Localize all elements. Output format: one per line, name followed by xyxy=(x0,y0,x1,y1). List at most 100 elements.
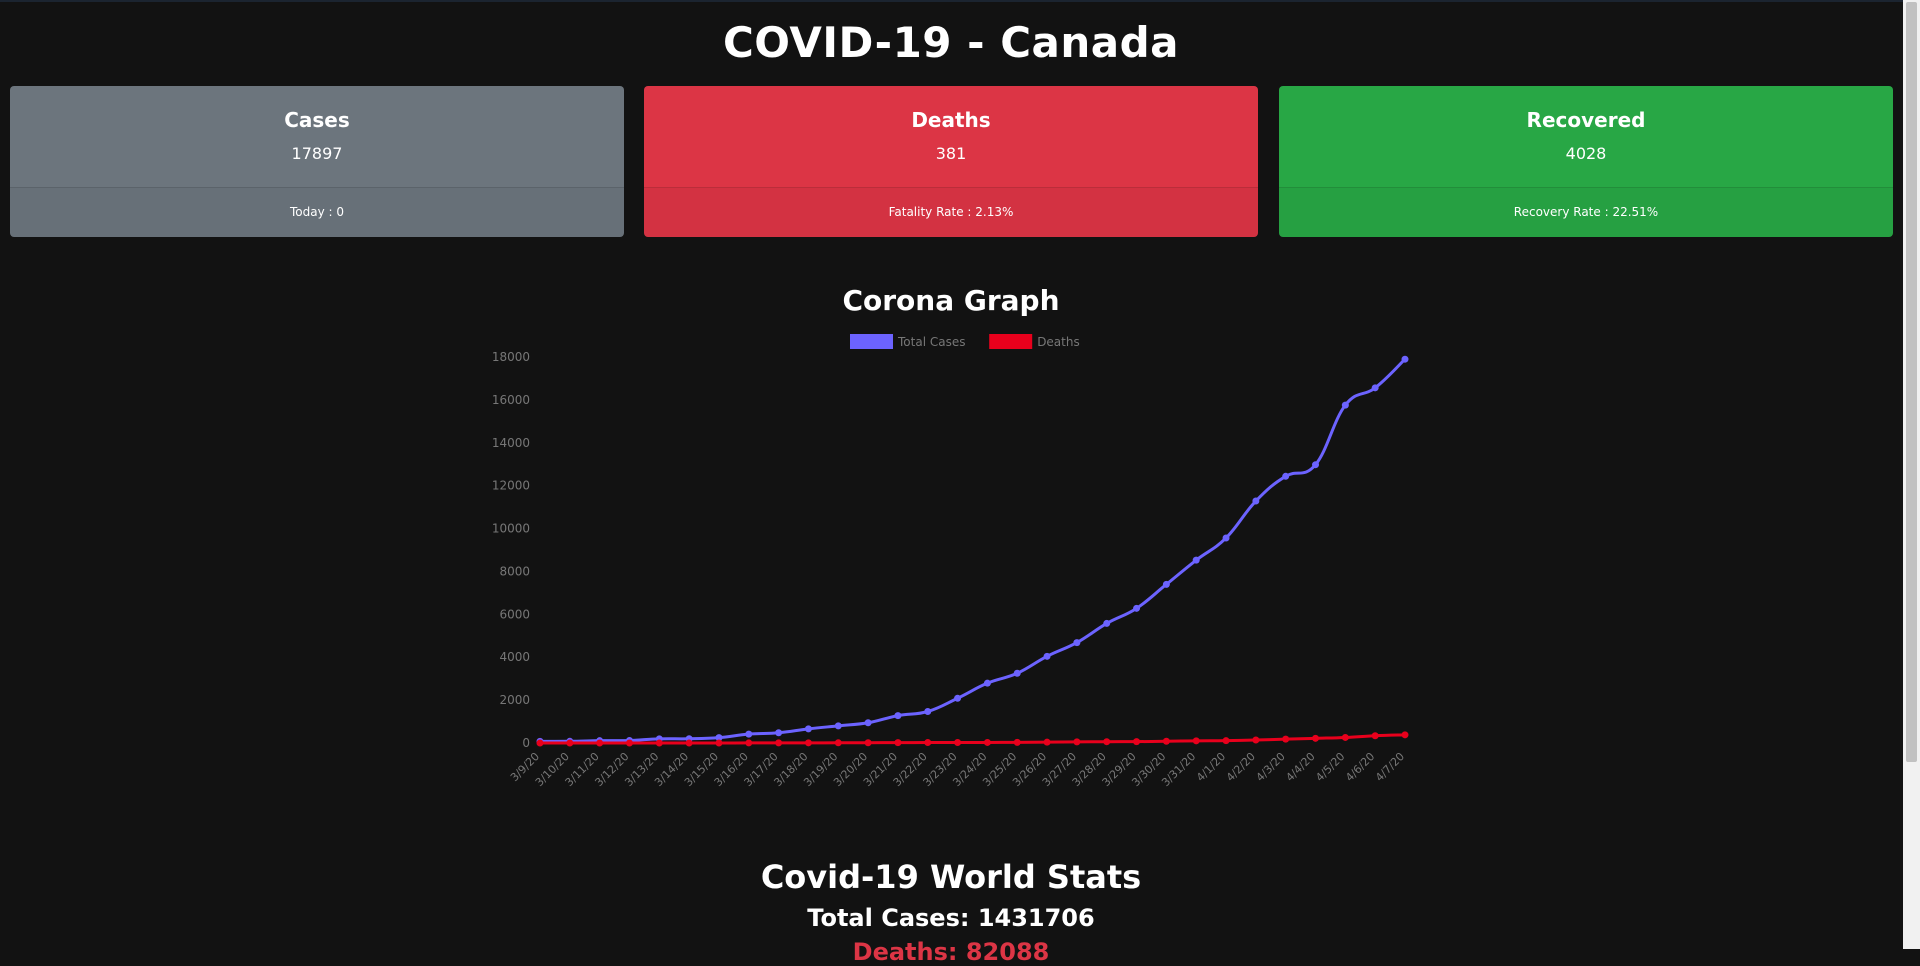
recovered-card: Recovered 4028 Recovery Rate : 22.51% xyxy=(1279,86,1893,237)
series-0-point-10 xyxy=(834,722,842,730)
series-0-point-12 xyxy=(894,712,902,720)
series-0-point-6 xyxy=(715,734,723,742)
series-0-point-19 xyxy=(1103,619,1111,627)
series-0-point-22 xyxy=(1192,556,1200,564)
series-0-point-28 xyxy=(1371,384,1379,392)
x-tick-label-28: 4/6/20 xyxy=(1343,750,1377,784)
series-0-point-21 xyxy=(1162,580,1170,588)
y-tick-label-1: 2000 xyxy=(499,693,530,707)
series-0-point-8 xyxy=(775,729,783,737)
deaths-card: Deaths 381 Fatality Rate : 2.13% xyxy=(644,86,1258,237)
series-1-point-1 xyxy=(566,739,574,747)
series-1-point-5 xyxy=(685,739,693,747)
series-1-point-13 xyxy=(924,739,932,747)
legend-swatch-1 xyxy=(989,334,1033,349)
corona-line-chart: Total Cases Deaths 0 2000 4000 6000 8000 10000 1… xyxy=(492,334,1409,789)
y-tick-label-7: 14000 xyxy=(492,436,530,450)
series-1-point-18 xyxy=(1073,738,1081,746)
y-tick-label-5: 10000 xyxy=(492,522,530,536)
deaths-card-footer: Fatality Rate : 2.13% xyxy=(644,188,1258,237)
series-0-point-7 xyxy=(745,730,753,738)
y-tick-label-0: 0 xyxy=(522,736,530,750)
series-1-point-26 xyxy=(1312,734,1320,742)
deaths-card-title: Deaths xyxy=(911,108,991,132)
legend-swatch-0 xyxy=(850,334,893,349)
series-0-point-17 xyxy=(1043,652,1051,660)
series-1-point-17 xyxy=(1043,738,1051,746)
page-title: COVID-19 - Canada xyxy=(722,18,1180,67)
series-1-point-20 xyxy=(1133,738,1141,746)
series-0-point-27 xyxy=(1341,401,1349,409)
series-1-point-29 xyxy=(1401,731,1409,739)
series-1-point-6 xyxy=(715,739,723,747)
series-1-point-19 xyxy=(1103,738,1111,746)
y-tick-label-3: 6000 xyxy=(499,607,530,621)
world-total-cases: Total Cases: 1431706 xyxy=(807,904,1095,932)
x-tick-label-29: 4/7/20 xyxy=(1373,750,1407,784)
series-0-point-18 xyxy=(1073,639,1081,647)
series-1-point-15 xyxy=(983,738,991,746)
recovered-card-value: 4028 xyxy=(1565,144,1607,163)
y-tick-label-9: 18000 xyxy=(492,350,530,364)
series-1-point-8 xyxy=(775,739,783,747)
vertical-scrollbar[interactable] xyxy=(1903,0,1920,949)
x-tick-label-25: 4/3/20 xyxy=(1254,750,1288,784)
x-tick-label-26: 4/4/20 xyxy=(1283,750,1317,784)
series-1-point-24 xyxy=(1252,736,1260,744)
recovered-card-body: Recovered 4028 xyxy=(1279,86,1893,188)
series-1-point-22 xyxy=(1192,737,1200,745)
series-1-point-11 xyxy=(864,739,872,747)
series-1-point-16 xyxy=(1013,738,1021,746)
x-tick-label-27: 4/5/20 xyxy=(1313,750,1347,784)
cases-card-footer: Today : 0 xyxy=(10,188,624,237)
deaths-card-value: 381 xyxy=(935,144,967,163)
series-0-point-24 xyxy=(1252,497,1260,505)
cases-card-body: Cases 17897 xyxy=(10,86,624,188)
series-0-point-11 xyxy=(864,719,872,727)
series-1-point-14 xyxy=(954,738,962,746)
deaths-card-body: Deaths 381 xyxy=(644,86,1258,188)
series-0-point-15 xyxy=(983,679,991,687)
series-0-point-13 xyxy=(924,707,932,715)
x-tick-label-24: 4/2/20 xyxy=(1224,750,1258,784)
window-top-border xyxy=(0,0,1920,2)
legend-label-1: Deaths xyxy=(1037,335,1080,349)
series-1-point-0 xyxy=(536,739,544,747)
series-1-point-27 xyxy=(1341,733,1349,741)
series-1-point-12 xyxy=(894,739,902,747)
series-0-point-25 xyxy=(1282,472,1290,480)
series-1-point-7 xyxy=(745,739,753,747)
y-tick-label-6: 12000 xyxy=(492,479,530,493)
cases-card-value: 17897 xyxy=(291,144,343,163)
series-0-point-14 xyxy=(954,694,962,702)
series-1-point-2 xyxy=(596,739,604,747)
series-0-point-9 xyxy=(804,725,812,733)
y-tick-label-4: 8000 xyxy=(499,564,530,578)
world-deaths: Deaths: 82088 xyxy=(852,938,1050,966)
series-0-point-23 xyxy=(1222,534,1230,542)
stats-cards: Cases 17897 Today : 0 Deaths 381 Fatalit… xyxy=(10,86,1893,237)
x-tick-label-23: 4/1/20 xyxy=(1194,750,1228,784)
series-1-point-21 xyxy=(1162,737,1170,745)
recovered-card-footer: Recovery Rate : 22.51% xyxy=(1279,188,1893,237)
recovered-card-title: Recovered xyxy=(1526,108,1646,132)
series-0-point-29 xyxy=(1401,355,1409,363)
series-line-0 xyxy=(539,358,1407,743)
series-1-point-28 xyxy=(1371,732,1379,740)
world-stats-title: Covid-19 World Stats xyxy=(760,858,1142,896)
series-1-point-9 xyxy=(804,739,812,747)
series-0-point-26 xyxy=(1312,461,1320,469)
scrollbar-thumb[interactable] xyxy=(1906,2,1917,762)
series-1-point-23 xyxy=(1222,737,1230,745)
graph-title: Corona Graph xyxy=(842,284,1060,317)
series-1-point-3 xyxy=(625,739,633,747)
series-1-point-25 xyxy=(1282,735,1290,743)
series-1-point-10 xyxy=(834,739,842,747)
cases-card-title: Cases xyxy=(284,108,350,132)
series-1-point-4 xyxy=(655,739,663,747)
series-0-point-16 xyxy=(1013,669,1021,677)
series-0-point-20 xyxy=(1133,604,1141,612)
y-tick-label-8: 16000 xyxy=(492,393,530,407)
y-tick-label-2: 4000 xyxy=(499,650,530,664)
legend-label-0: Total Cases xyxy=(897,335,965,349)
